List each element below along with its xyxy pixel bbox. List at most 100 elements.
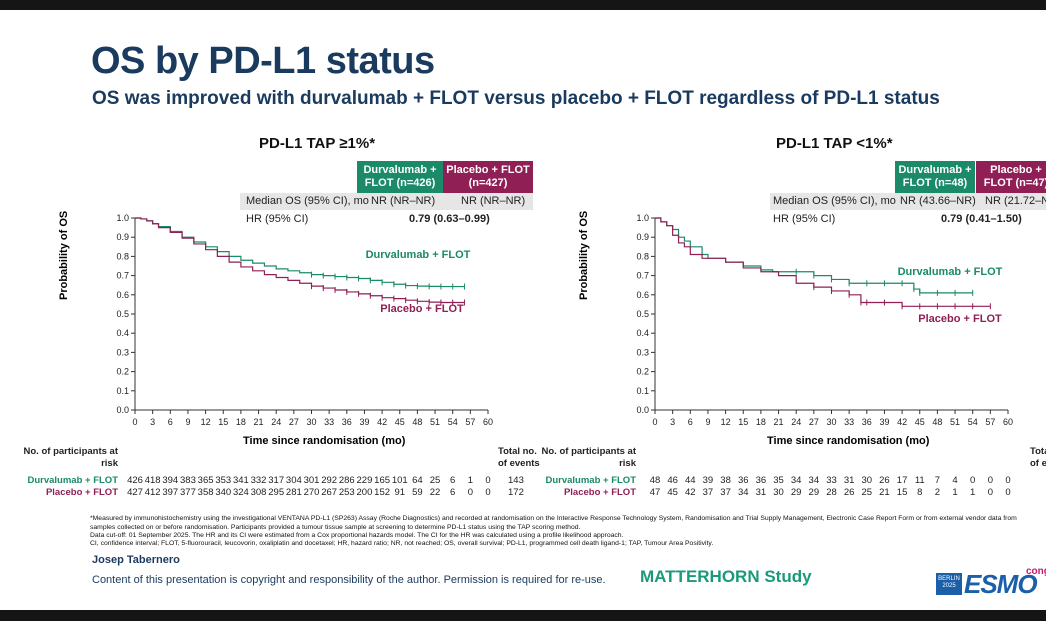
footnote-2: Data cut-off: 01 September 2025. The HR … [90, 532, 624, 539]
risk-count-placebo: 26 [843, 487, 855, 498]
risk-count-durva: 286 [338, 475, 355, 486]
risk-count-durva: 34 [790, 475, 802, 486]
risk-count-durva: 418 [144, 475, 161, 486]
y-tick-label: 0.4 [116, 328, 129, 338]
risk-count-placebo: 42 [685, 487, 696, 498]
x-tick-label: 54 [968, 417, 978, 427]
risk-count-placebo: 45 [667, 487, 678, 498]
x-tick-label: 48 [932, 417, 942, 427]
durvalumab-line-label: Durvalumab + FLOT [366, 249, 471, 261]
x-tick-label: 60 [1003, 417, 1013, 427]
footnote-1: *Measured by immunohistochemistry using … [90, 515, 1017, 531]
y-tick-label: 0.6 [116, 290, 129, 300]
x-tick-label: 30 [826, 417, 836, 427]
risk-count-placebo: 308 [250, 487, 267, 498]
x-tick-label: 0 [132, 417, 137, 427]
risk-count-durva: 36 [755, 475, 767, 486]
risk-count-placebo: 30 [773, 487, 784, 498]
right-risk-header: No. of participants at risk [541, 446, 636, 469]
left-x-axis-title: Time since randomisation (mo) [243, 435, 406, 447]
y-tick-label: 0.3 [116, 347, 129, 357]
risk-count-placebo: 270 [303, 487, 320, 498]
right-header-placebo: Placebo + FLOT (n=47) [976, 161, 1046, 193]
right-x-axis-title: Time since randomisation (mo) [767, 435, 930, 447]
risk-count-durva: 0 [1005, 475, 1011, 486]
left-risk-label-placebo: Placebo + FLOT [45, 487, 118, 498]
left-risk-label-durva: Durvalumab + FLOT [27, 475, 118, 486]
x-tick-label: 15 [218, 417, 228, 427]
risk-count-durva: 394 [162, 475, 179, 486]
risk-count-durva: 48 [649, 475, 661, 486]
right-panel-title: PD-L1 TAP <1%* [776, 135, 893, 152]
left-hr-value: 0.79 (0.63–0.99) [409, 213, 490, 225]
x-tick-label: 36 [862, 417, 872, 427]
left-events-header: Total no. of events [498, 446, 540, 469]
y-tick-label: 0.9 [636, 232, 649, 242]
x-tick-label: 18 [756, 417, 766, 427]
risk-count-placebo: 200 [356, 487, 373, 498]
risk-count-durva: 353 [215, 475, 232, 486]
risk-count-durva: 0 [987, 475, 993, 486]
risk-count-placebo: 34 [737, 487, 749, 498]
x-tick-label: 57 [985, 417, 995, 427]
author-name: Josep Tabernero [92, 554, 180, 566]
right-events-header: Total no. of events [1030, 446, 1046, 469]
right-y-axis-title: Probability of OS [578, 210, 590, 300]
risk-count-placebo: 1 [970, 487, 976, 498]
risk-count-durva: 304 [285, 475, 302, 486]
risk-count-durva: 0 [485, 475, 491, 486]
x-tick-label: 48 [412, 417, 422, 427]
x-tick-label: 21 [774, 417, 784, 427]
y-tick-label: 0.9 [116, 232, 129, 242]
placebo-curve [135, 217, 465, 304]
risk-count-durva: 38 [720, 475, 731, 486]
x-tick-label: 33 [324, 417, 334, 427]
risk-count-placebo: 91 [394, 487, 406, 498]
x-tick-label: 12 [721, 417, 731, 427]
risk-count-placebo: 47 [649, 487, 661, 498]
risk-count-durva: 332 [250, 475, 267, 486]
y-tick-label: 0.2 [116, 367, 129, 377]
esmo-logo-suffix: congress [1026, 566, 1046, 577]
y-tick-label: 0.5 [636, 309, 649, 319]
right-median-durva: NR (43.66–NR) [900, 195, 976, 207]
right-median-row-bg [770, 193, 1046, 210]
y-tick-label: 0.3 [636, 347, 649, 357]
risk-count-placebo: 0 [467, 487, 473, 498]
risk-count-placebo: 412 [144, 487, 161, 498]
right-median-placebo: NR (21.72–NR) [985, 195, 1046, 207]
x-tick-label: 3 [150, 417, 155, 427]
right-risk-label-durva: Durvalumab + FLOT [545, 475, 636, 486]
risk-count-durva: 6 [450, 475, 456, 486]
durvalumab-curve [655, 217, 973, 294]
risk-count-placebo: 59 [412, 487, 423, 498]
risk-count-durva: 35 [773, 475, 784, 486]
x-tick-label: 51 [950, 417, 960, 427]
km-chart-left: 0.00.10.20.30.40.50.60.70.80.91.00 3 6 9 12 1… [116, 213, 493, 427]
esmo-logo-badge: BERLIN 2025 [936, 573, 962, 595]
y-tick-label: 0.7 [116, 271, 129, 281]
x-tick-label: 9 [705, 417, 710, 427]
x-tick-label: 15 [738, 417, 748, 427]
left-median-durva: NR (NR–NR) [371, 195, 436, 207]
risk-count-durva: 341 [232, 475, 249, 486]
risk-count-placebo: 15 [896, 487, 908, 498]
x-tick-label: 42 [897, 417, 907, 427]
left-median-row-bg [240, 193, 533, 210]
risk-count-placebo: 340 [215, 487, 232, 498]
left-median-placebo: NR (NR–NR) [461, 195, 526, 207]
risk-count-placebo: 21 [879, 487, 890, 498]
x-tick-label: 45 [915, 417, 925, 427]
y-tick-label: 0.0 [116, 405, 129, 415]
km-chart-right: 0.00.10.20.30.40.50.60.70.80.91.00 3 6 9 12 1… [636, 213, 1013, 427]
y-tick-label: 0.7 [636, 271, 649, 281]
right-risk-label-placebo: Placebo + FLOT [563, 487, 636, 498]
y-tick-label: 0.4 [636, 328, 649, 338]
y-tick-label: 0.8 [116, 251, 129, 261]
x-tick-label: 27 [809, 417, 819, 427]
y-tick-label: 1.0 [636, 213, 649, 223]
x-tick-label: 24 [791, 417, 801, 427]
x-tick-label: 60 [483, 417, 493, 427]
x-tick-label: 30 [306, 417, 316, 427]
x-tick-label: 42 [377, 417, 387, 427]
